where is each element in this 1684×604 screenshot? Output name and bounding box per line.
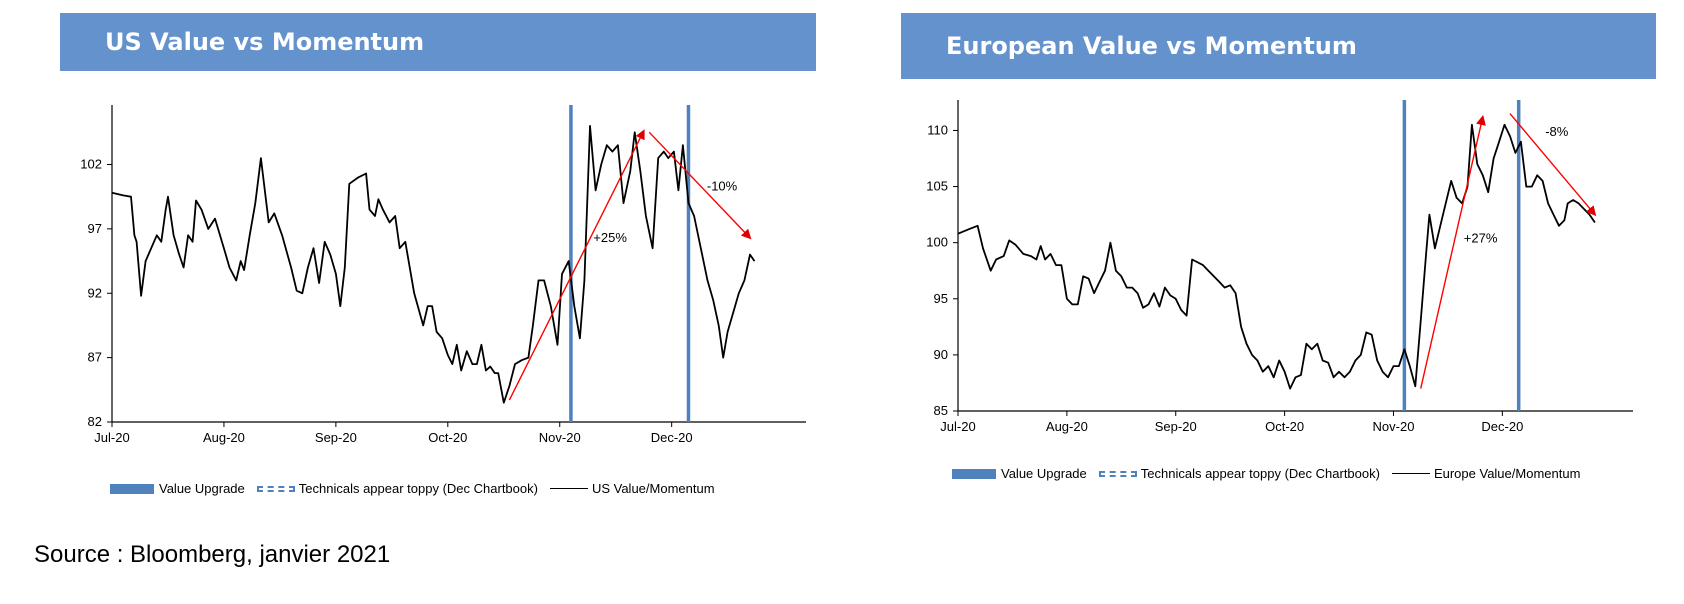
y-tick-label: 100	[926, 235, 948, 250]
legend-label: US Value/Momentum	[591, 481, 715, 496]
y-tick-label: 105	[926, 179, 948, 194]
y-tick-label: 82	[88, 414, 102, 429]
source-note: Source : Bloomberg, janvier 2021	[34, 541, 391, 568]
us-value-momentum-chart: 82 87 92 97 102 Jul-20 Aug-20 Sep-20 Oct-20 Nov-2…	[80, 105, 806, 445]
legend-item-technicals: Technicals appear toppy (Dec Chartbook)	[1098, 466, 1380, 481]
y-tick-label: 92	[88, 285, 102, 300]
x-tick-label: Oct-20	[1265, 419, 1304, 434]
legend-item-value-upgrade: Value Upgrade	[952, 466, 1087, 481]
europe-chart-title: European Value vs Momentum	[946, 32, 1357, 60]
x-tick-label: Jul-20	[940, 419, 975, 434]
trend-arrow	[1420, 115, 1486, 389]
trend-arrow	[1509, 113, 1597, 217]
series-line	[111, 125, 756, 404]
legend-swatch-dashed	[256, 485, 295, 492]
legend-swatch-line	[1391, 473, 1430, 474]
us-chart-title-banner: US Value vs Momentum	[60, 13, 816, 71]
legend-swatch-dashed	[1098, 470, 1137, 477]
x-tick-label: Aug-20	[203, 430, 245, 445]
legend-label: Technicals appear toppy (Dec Chartbook)	[298, 481, 538, 496]
legend-swatch-line	[549, 488, 588, 489]
legend-item-technicals: Technicals appear toppy (Dec Chartbook)	[256, 481, 538, 496]
x-tick-label: Nov-20	[539, 430, 581, 445]
x-tick-label: Dec-20	[651, 430, 693, 445]
europe-chart-legend: Value Upgrade Technicals appear toppy (D…	[952, 466, 1592, 481]
y-tick-label: 95	[934, 291, 948, 306]
legend-label: Value Upgrade	[159, 481, 245, 496]
us-chart-title: US Value vs Momentum	[105, 28, 425, 56]
y-tick-label: 85	[934, 403, 948, 418]
percent-annotation: -8%	[1545, 124, 1569, 139]
europe-chart-title-banner: European Value vs Momentum	[901, 13, 1656, 79]
trend-arrow	[648, 131, 752, 240]
x-tick-label: Nov-20	[1373, 419, 1415, 434]
x-tick-label: Dec-20	[1481, 419, 1523, 434]
series-line	[957, 123, 1596, 390]
europe-value-momentum-chart: 85 90 95 100 105 110 Jul-20 Aug-20 Sep-20 Oct-20 N…	[926, 100, 1633, 434]
y-tick-label: 97	[88, 221, 102, 236]
y-tick-label: 102	[80, 157, 102, 172]
legend-item-series: Europe Value/Momentum	[1391, 466, 1581, 481]
x-tick-label: Sep-20	[315, 430, 357, 445]
legend-item-value-upgrade: Value Upgrade	[110, 481, 245, 496]
legend-label: Europe Value/Momentum	[1433, 466, 1581, 481]
legend-label: Value Upgrade	[1001, 466, 1087, 481]
x-tick-label: Aug-20	[1046, 419, 1088, 434]
legend-item-series: US Value/Momentum	[549, 481, 715, 496]
y-tick-label: 110	[927, 122, 948, 137]
legend-label: Technicals appear toppy (Dec Chartbook)	[1140, 466, 1380, 481]
x-tick-label: Oct-20	[428, 430, 467, 445]
trend-arrow	[508, 129, 645, 401]
x-tick-label: Sep-20	[1155, 419, 1197, 434]
legend-swatch-solid	[952, 468, 996, 479]
y-tick-label: 87	[88, 350, 102, 365]
percent-annotation: +27%	[1464, 231, 1498, 246]
us-chart-legend: Value Upgrade Technicals appear toppy (D…	[110, 481, 727, 496]
y-tick-label: 90	[934, 347, 948, 362]
percent-annotation: -10%	[707, 178, 738, 193]
percent-annotation: +25%	[593, 230, 627, 245]
x-tick-label: Jul-20	[94, 430, 129, 445]
legend-swatch-solid	[110, 483, 154, 494]
